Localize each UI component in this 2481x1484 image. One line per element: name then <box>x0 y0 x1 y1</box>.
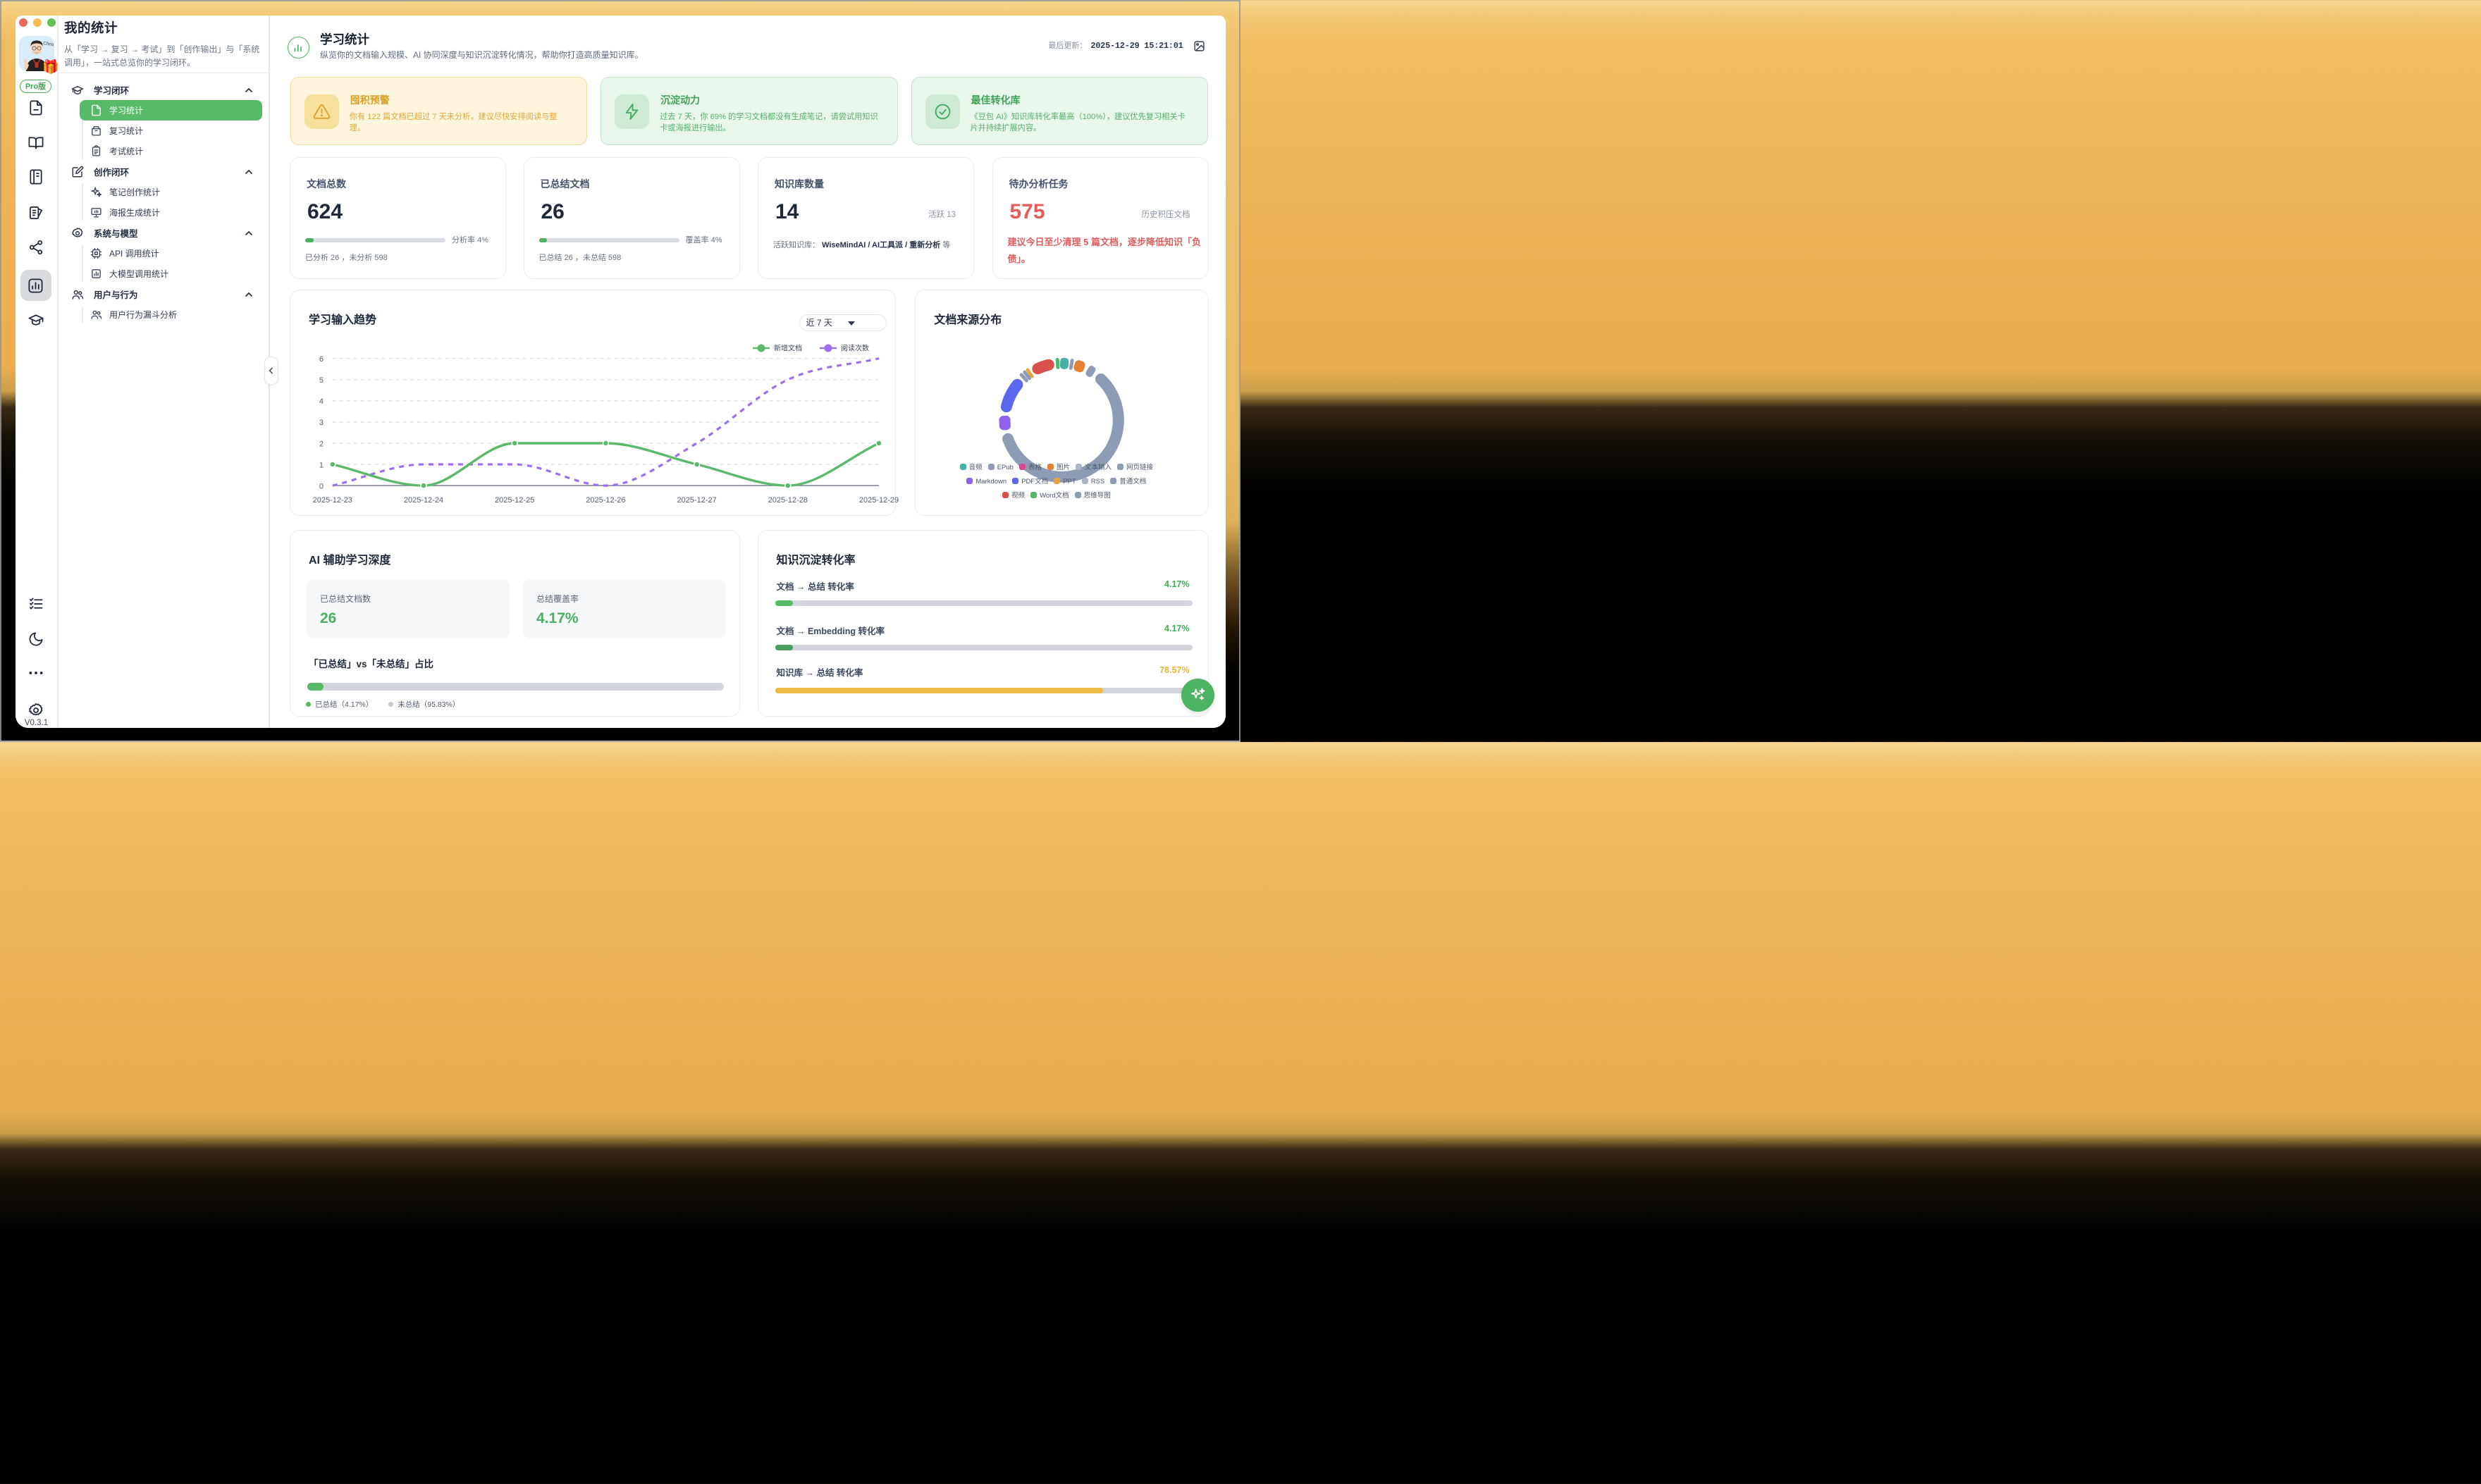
svg-text:2: 2 <box>319 440 324 448</box>
svg-text:2025-12-24: 2025-12-24 <box>404 496 443 505</box>
svg-text:2025-12-23: 2025-12-23 <box>313 496 352 505</box>
svg-text:5: 5 <box>319 376 324 385</box>
svg-text:2025-12-28: 2025-12-28 <box>768 496 808 505</box>
svg-text:Chris: Chris <box>42 41 54 47</box>
svg-text:6: 6 <box>319 354 324 363</box>
svg-text:2025-12-29: 2025-12-29 <box>859 496 899 505</box>
svg-text:4: 4 <box>319 397 324 406</box>
svg-text:3: 3 <box>319 419 324 427</box>
svg-text:阅读次数: 阅读次数 <box>841 343 869 352</box>
svg-text:新增文档: 新增文档 <box>774 343 802 352</box>
svg-text:1: 1 <box>319 461 324 469</box>
svg-text:2025-12-26: 2025-12-26 <box>586 496 625 505</box>
svg-text:2025-12-25: 2025-12-25 <box>495 496 534 505</box>
svg-text:2025-12-27: 2025-12-27 <box>677 496 716 505</box>
svg-text:0: 0 <box>319 482 324 490</box>
